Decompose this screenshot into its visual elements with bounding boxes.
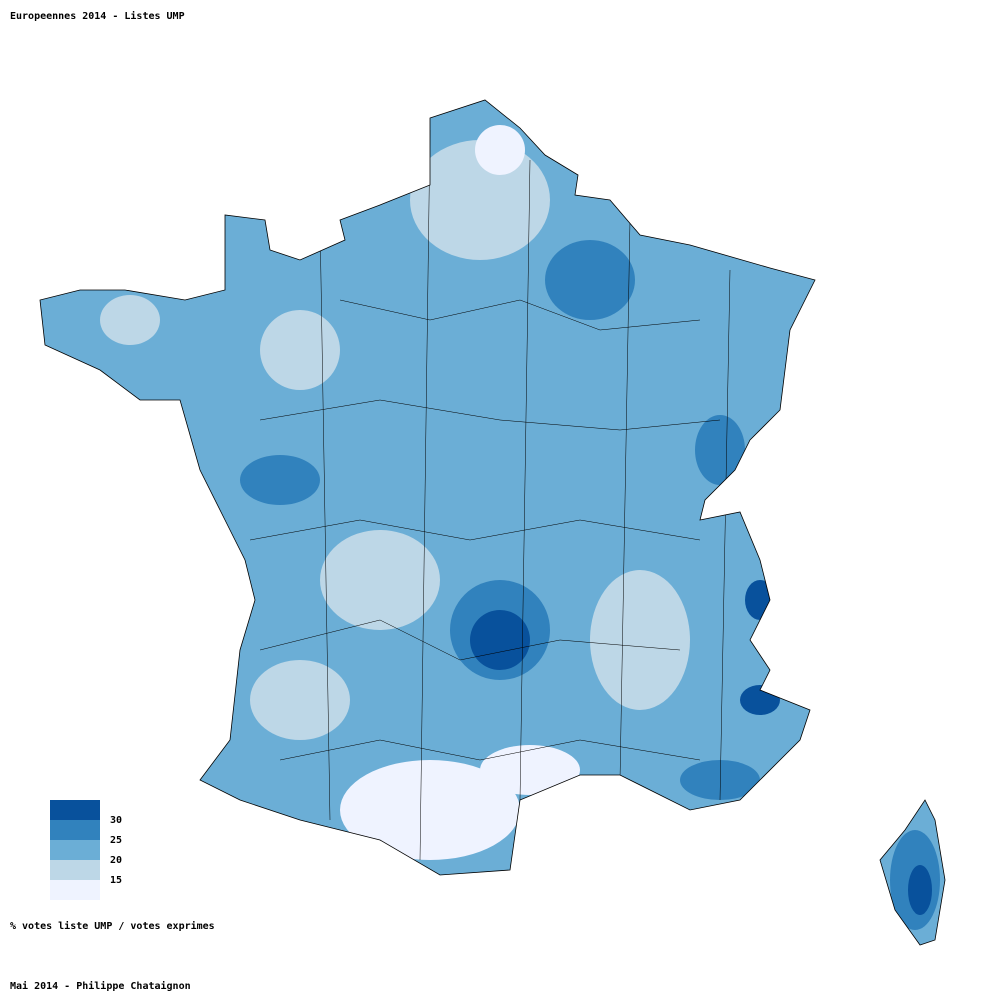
legend-swatch: [50, 860, 100, 880]
region-fill: [340, 760, 520, 860]
region-fill: [475, 125, 525, 175]
legend-label: 20: [110, 855, 122, 866]
region-fill: [250, 660, 350, 740]
legend: 30 25 20 15: [50, 800, 122, 900]
region-fill: [590, 570, 690, 710]
region-fill: [480, 745, 580, 795]
map-footer: Mai 2014 - Philippe Chataignon: [10, 980, 191, 992]
region-fill: [745, 580, 775, 620]
region-fill: [320, 530, 440, 630]
region-fill: [680, 760, 760, 800]
map-title: Europeennes 2014 - Listes UMP: [10, 10, 185, 22]
legend-label: 25: [110, 835, 122, 846]
legend-label: 30: [110, 815, 122, 826]
legend-label: 15: [110, 875, 122, 886]
region-fill: [260, 310, 340, 390]
legend-swatch: [50, 800, 100, 820]
legend-swatch: [50, 820, 100, 840]
region-fill: [100, 295, 160, 345]
region-fill: [695, 415, 745, 485]
legend-swatch: [50, 880, 100, 900]
region-fill: [545, 240, 635, 320]
region-fill: [908, 865, 932, 915]
legend-caption: % votes liste UMP / votes exprimes: [10, 920, 215, 932]
legend-swatch: [50, 840, 100, 860]
department-borders: [249, 129, 731, 861]
region-fill: [470, 610, 530, 670]
region-fill: [240, 455, 320, 505]
